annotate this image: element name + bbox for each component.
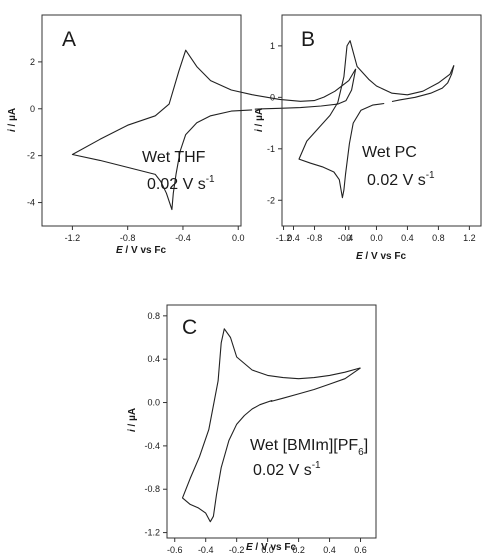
y-axis-symbol: i — [127, 429, 138, 432]
annotation-medium: Wet [BMIm][PF6] — [250, 437, 368, 458]
x-axis-unit: / V vs Fc — [363, 251, 407, 262]
y-axis-label: i / µA — [254, 108, 265, 132]
x-tick-label: 0.4 — [287, 233, 300, 243]
annotation-scan-rate: 0.02 V s-1 — [367, 170, 435, 189]
y-tick-label: 0 — [30, 104, 35, 114]
x-ticks: -1.2 -0.8 -0.4 0.0 0.4 0.8 1.2 — [276, 226, 476, 243]
x-tick-label: 0.2 — [292, 545, 305, 553]
medium-text: Wet [BMIm][PF — [250, 437, 358, 454]
y-tick-label: -4 — [27, 198, 35, 208]
y-axis-symbol: i — [7, 129, 18, 132]
x-tick-label: -0.8 — [120, 233, 136, 243]
x-tick-label: -0.8 — [307, 233, 323, 243]
x-axis-unit: / V vs Fc — [123, 245, 167, 256]
cv-curves — [181, 328, 361, 523]
y-tick-label: -2 — [267, 195, 275, 205]
x-tick-label: 0.4 — [323, 545, 336, 553]
plot-frame — [166, 304, 377, 539]
cv-scan-return — [391, 65, 455, 103]
y-axis-unit: / µA — [127, 408, 138, 429]
x-axis-symbol: E — [246, 542, 253, 553]
y-axis-label: i / µA — [7, 108, 18, 132]
medium-subscript: 6 — [358, 447, 364, 458]
panel-letter: B — [301, 28, 315, 51]
cv-curves — [71, 49, 357, 211]
scan-rate-text: 0.02 V s — [367, 172, 426, 189]
y-axis-symbol: i — [254, 129, 265, 132]
cv-scan-main — [181, 328, 361, 523]
x-tick-label: 0.8 — [432, 233, 445, 243]
x-tick-label: 0.4 — [401, 233, 414, 243]
x-tick-label: -0.4 — [338, 233, 354, 243]
x-tick-label: 0 — [346, 233, 351, 243]
cv-scan-main — [298, 40, 455, 199]
medium-end: ] — [364, 437, 368, 454]
x-tick-label: 0.0 — [370, 233, 383, 243]
y-tick-label: 1 — [270, 41, 275, 51]
panel-b: -1.2 -0.8 -0.4 0.0 0.4 0.8 1.2 -2 -1 0 1 B Wet PC… — [254, 14, 482, 262]
x-axis-label: E / V vs Fc — [116, 245, 166, 256]
x-axis-symbol: E — [356, 251, 363, 262]
y-tick-label: 0.8 — [147, 311, 160, 321]
x-ticks: -0.6 -0.4 -0.2 0.0 0.2 0.4 0.6 — [167, 538, 367, 553]
y-tick-label: 2 — [30, 57, 35, 67]
y-ticks: -4 -2 0 2 — [27, 57, 42, 208]
y-axis-unit: / µA — [7, 108, 18, 129]
plot-frame — [281, 14, 482, 227]
y-axis-label: i / µA — [127, 408, 138, 432]
scan-rate-exponent: -1 — [312, 460, 321, 471]
x-axis-label: E / V vs Fc — [246, 542, 296, 553]
x-tick-label: -0.2 — [229, 545, 245, 553]
x-axis-symbol: E — [116, 245, 123, 256]
y-tick-label: 0 — [270, 92, 275, 102]
x-tick-label: -1.2 — [65, 233, 81, 243]
y-tick-label: -0.8 — [144, 484, 160, 494]
y-ticks: -1.2 -0.8 -0.4 0.0 0.4 0.8 — [144, 311, 167, 538]
annotation-medium: Wet THF — [142, 149, 206, 166]
panel-a: -1.2 -0.8 -0.4 0.0 0.4 0 -4 -2 0 2 A Wet THF 0.0… — [7, 14, 357, 256]
x-tick-label: -0.6 — [167, 545, 183, 553]
x-axis-label: E / V vs Fc — [356, 251, 406, 262]
cv-scan-main — [71, 49, 357, 211]
y-tick-label: -1.2 — [144, 528, 160, 538]
x-tick-label: -1.2 — [276, 233, 292, 243]
x-tick-label: -0.4 — [198, 545, 214, 553]
x-tick-label: 0.0 — [261, 545, 274, 553]
scan-rate-text: 0.02 V s — [147, 176, 206, 193]
x-tick-label: 0.6 — [354, 545, 367, 553]
x-tick-label: -0.4 — [175, 233, 191, 243]
cv-scan-return — [270, 367, 361, 403]
cv-scan-return — [254, 68, 357, 110]
panel-letter: A — [62, 28, 76, 51]
cv-curves — [298, 40, 455, 199]
x-tick-label: 0.0 — [232, 233, 245, 243]
annotation-medium: Wet PC — [362, 144, 417, 161]
y-axis-unit: / µA — [254, 108, 265, 129]
y-tick-label: -1 — [267, 144, 275, 154]
y-tick-label: -0.4 — [144, 441, 160, 451]
x-tick-label: 1.2 — [463, 233, 476, 243]
plot-frame — [41, 14, 242, 227]
y-tick-label: 0.0 — [147, 398, 160, 408]
y-tick-label: 0.4 — [147, 354, 160, 364]
scan-rate-exponent: -1 — [206, 174, 215, 185]
panel-letter: C — [182, 316, 197, 339]
x-axis-unit: / V vs Fc — [253, 542, 297, 553]
annotation-scan-rate: 0.02 V s-1 — [253, 460, 321, 479]
x-ticks: -1.2 -0.8 -0.4 0.0 0.4 0 — [65, 226, 351, 243]
panel-c: -0.6 -0.4 -0.2 0.0 0.2 0.4 0.6 -1.2 -0.8 -0.4 0.0… — [127, 304, 377, 553]
scan-rate-text: 0.02 V s — [253, 462, 312, 479]
y-tick-label: -2 — [27, 151, 35, 161]
annotation-scan-rate: 0.02 V s-1 — [147, 174, 215, 193]
y-ticks: -2 -1 0 1 — [267, 41, 282, 205]
scan-rate-exponent: -1 — [426, 170, 435, 181]
